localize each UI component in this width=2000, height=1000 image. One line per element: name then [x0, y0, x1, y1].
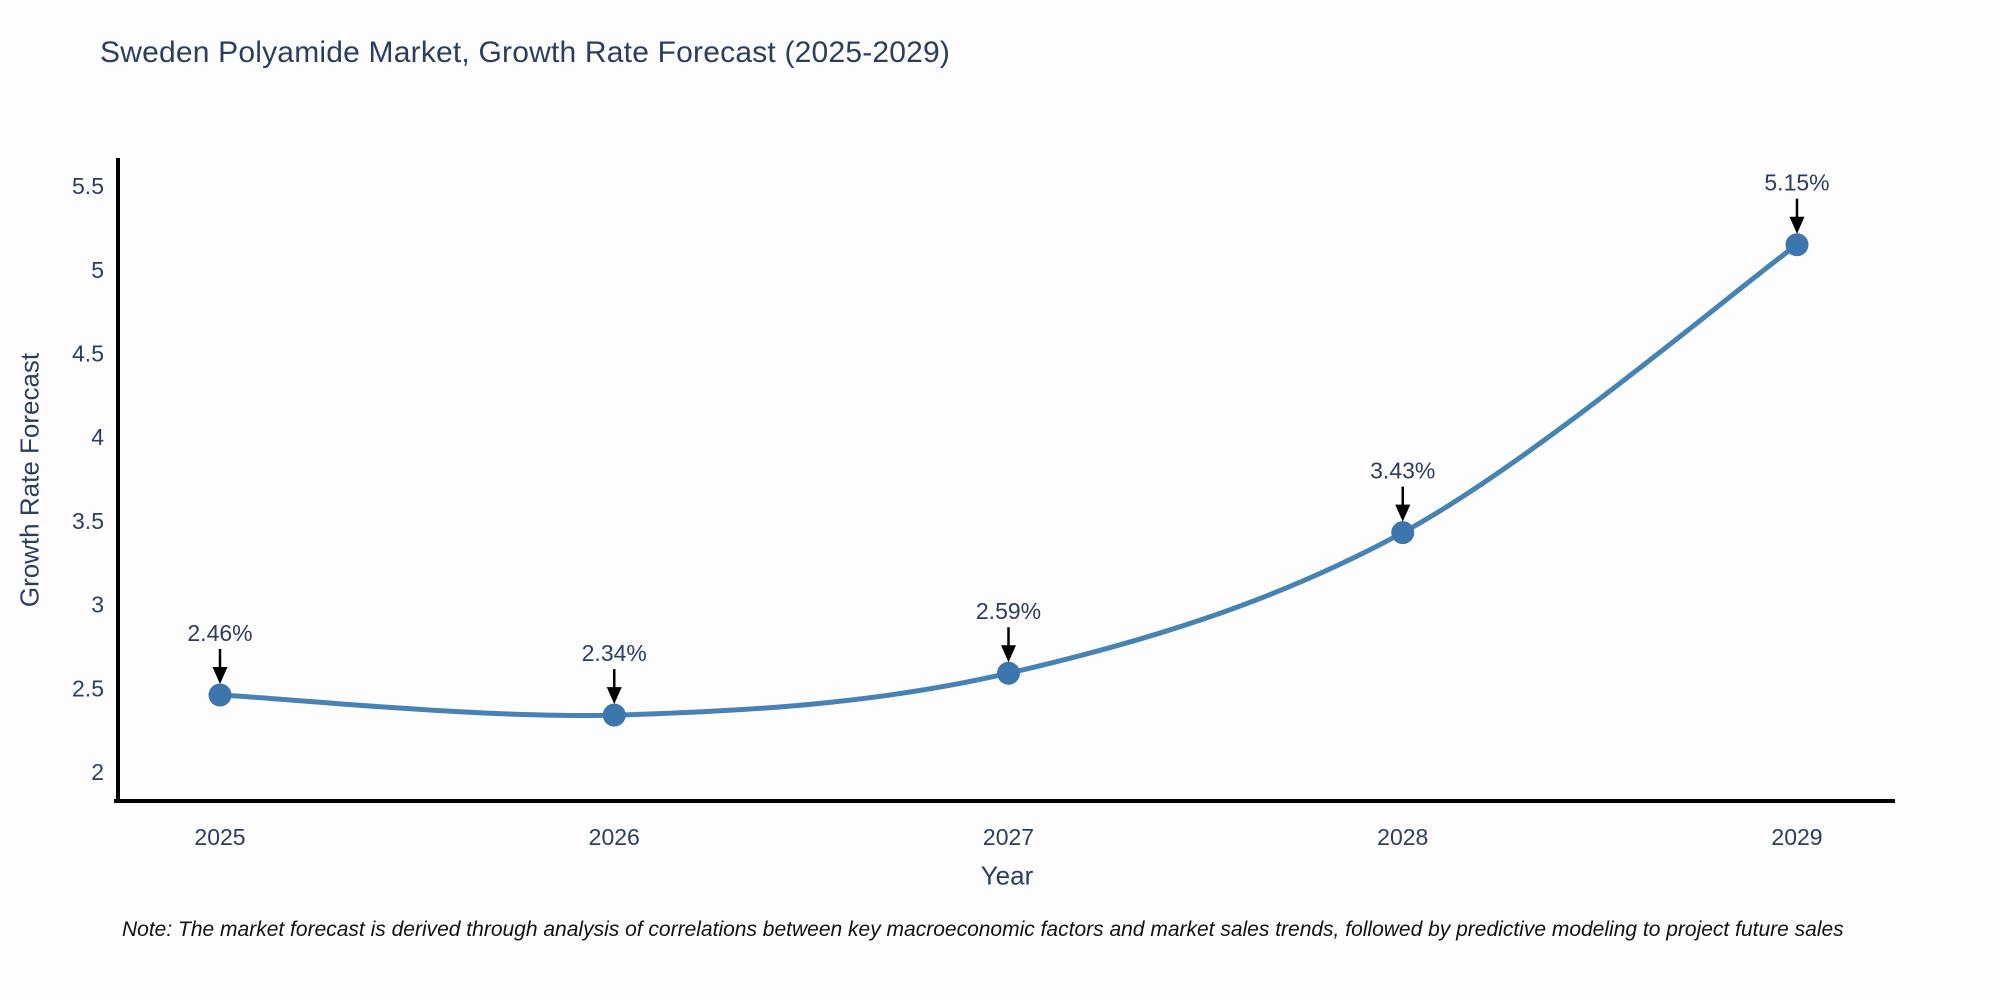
y-tick-label: 4.5 [72, 341, 104, 367]
x-tick-label: 2027 [983, 824, 1034, 850]
annotation-arrowhead-icon [1789, 216, 1805, 234]
chart-footnote: Note: The market forecast is derived thr… [122, 918, 1844, 941]
data-point-marker [602, 703, 626, 727]
annotation-arrowhead-icon [1395, 504, 1411, 522]
data-point-marker [997, 661, 1020, 685]
y-tick-label: 5 [91, 257, 104, 283]
annotation-arrowhead-icon [1001, 645, 1016, 663]
x-axis-title: Year [980, 860, 1034, 891]
annotation-arrowhead-icon [212, 666, 228, 684]
chart-title: Sweden Polyamide Market, Growth Rate For… [100, 36, 951, 69]
point-value-label: 2.34% [582, 640, 647, 666]
point-value-label: 5.15% [1764, 170, 1829, 196]
point-value-label: 2.59% [976, 598, 1041, 624]
y-tick-label: 4 [91, 424, 104, 450]
x-tick-label: 2025 [194, 824, 245, 850]
point-value-label: 2.46% [187, 620, 252, 646]
y-tick-label: 2 [91, 759, 104, 785]
data-point-marker [1391, 521, 1415, 545]
forecast-line [217, 242, 1800, 718]
y-tick-label: 2.5 [72, 675, 104, 701]
y-axis-title: Growth Rate Forecast [14, 352, 45, 608]
x-tick-label: 2026 [589, 824, 640, 850]
y-tick-label: 3 [91, 592, 104, 618]
x-tick-label: 2028 [1377, 824, 1428, 850]
y-tick-label: 5.5 [72, 173, 104, 199]
y-tick-label: 3.5 [72, 508, 104, 534]
data-point-marker [1785, 233, 1809, 257]
point-value-label: 3.43% [1370, 458, 1435, 484]
x-tick-label: 2029 [1771, 824, 1822, 850]
annotation-arrowhead-icon [606, 687, 622, 705]
data-point-marker [208, 683, 232, 707]
